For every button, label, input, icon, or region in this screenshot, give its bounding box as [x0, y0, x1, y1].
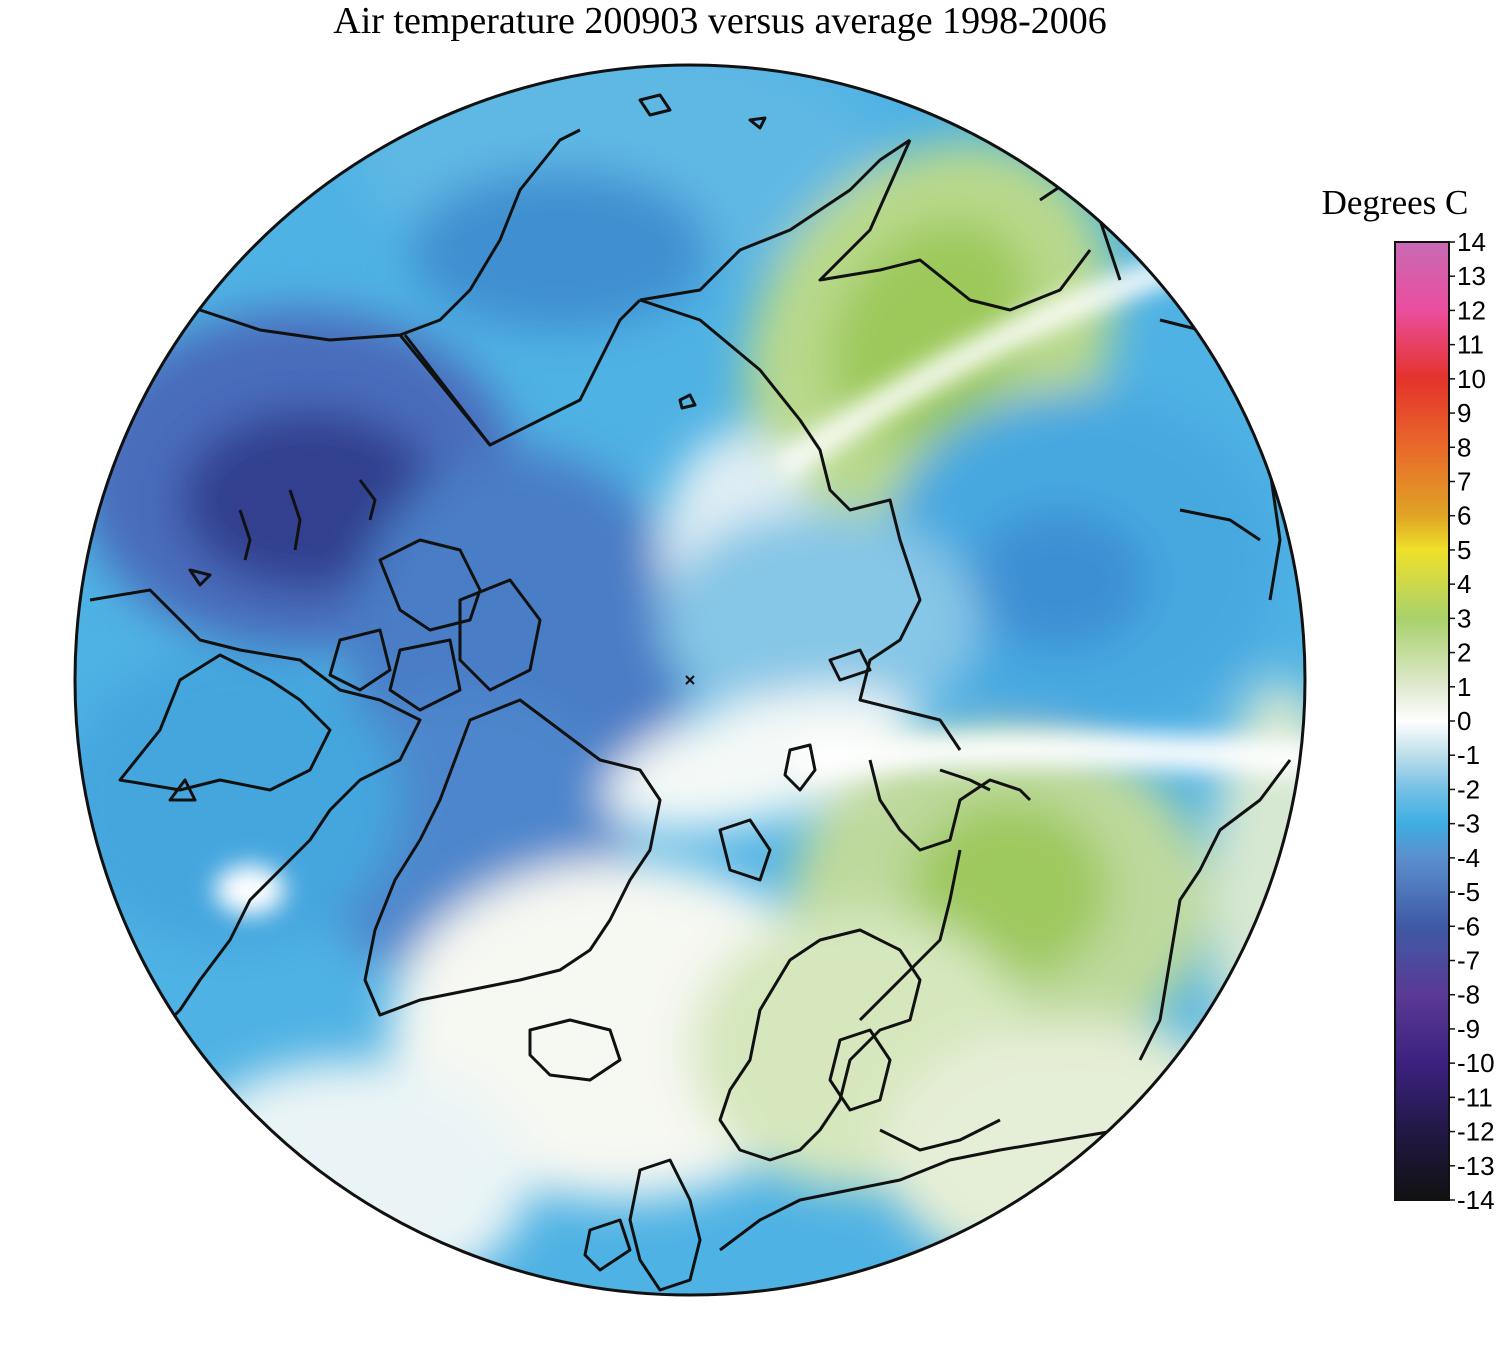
- legend-tick-label: -9: [1457, 1014, 1480, 1044]
- legend-tick-label: -14: [1457, 1185, 1495, 1215]
- legend-tick-label: -3: [1457, 809, 1480, 839]
- legend-tick-label: -6: [1457, 911, 1480, 941]
- iceland-coast: [528, 1018, 622, 1082]
- legend-tick-label: 12: [1457, 295, 1486, 325]
- legend-tick-label: 7: [1457, 467, 1471, 497]
- legend-tick-label: -11: [1457, 1082, 1493, 1112]
- legend-tick-label: 11: [1457, 330, 1484, 360]
- legend-tick-label: 1: [1457, 672, 1471, 702]
- legend-tick-label: -7: [1457, 946, 1480, 976]
- legend-title: Degrees C: [1321, 183, 1469, 222]
- legend-tick-label: -13: [1457, 1151, 1495, 1181]
- legend-tick-label: 4: [1457, 569, 1471, 599]
- map-title: Air temperature 200903 versus average 19…: [333, 0, 1107, 42]
- alaska-coast: [199, 128, 581, 342]
- map-boundary: [73, 63, 1307, 1297]
- siberia-coast: [639, 138, 911, 302]
- legend-tick-label: 6: [1457, 501, 1471, 531]
- legend-tick-label: 2: [1457, 638, 1471, 668]
- legend-tick-label: 9: [1457, 398, 1471, 428]
- legend-tick-label: 0: [1457, 706, 1471, 736]
- legend-tick-label: 5: [1457, 535, 1471, 565]
- greenland-coast: [363, 698, 662, 1017]
- britain-coast: [628, 1158, 702, 1292]
- legend-tick-label: -1: [1457, 740, 1480, 770]
- legend-colorbar: [1394, 241, 1450, 1201]
- legend-tick-label: 13: [1457, 261, 1486, 291]
- legend-tick-label: 14: [1457, 230, 1486, 257]
- temperature-field: [75, 65, 1305, 1295]
- scandinavia-coast: [718, 928, 922, 1162]
- north-pole-marker: [685, 675, 695, 685]
- color-legend: 14131211109876543210-1-2-3-4-5-6-7-8-9-1…: [1394, 230, 1495, 1215]
- legend-tick-label: 8: [1457, 432, 1471, 462]
- north-america-coast: [89, 588, 422, 1032]
- legend-tick-label: -4: [1457, 843, 1480, 873]
- legend-tick-label: -10: [1457, 1048, 1495, 1078]
- legend-tick-label: 10: [1457, 364, 1486, 394]
- legend-tick-label: -8: [1457, 980, 1480, 1010]
- legend-tick-label: -5: [1457, 877, 1480, 907]
- legend-tick-label: -12: [1457, 1117, 1495, 1147]
- legend-tick-label: 3: [1457, 603, 1471, 633]
- legend-tick-label: -2: [1457, 774, 1480, 804]
